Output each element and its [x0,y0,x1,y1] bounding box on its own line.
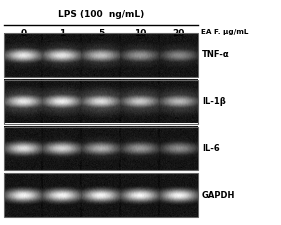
Bar [4,126,198,170]
Bar [4,173,198,217]
Bar [4,80,198,124]
Text: EA F. μg/mL: EA F. μg/mL [201,29,248,35]
Text: TNF-α: TNF-α [202,50,230,59]
Text: 1: 1 [59,29,65,38]
Text: 20: 20 [173,29,185,38]
Text: 5: 5 [98,29,104,38]
Text: IL-1β: IL-1β [202,97,226,106]
Text: IL-6: IL-6 [202,144,220,153]
Text: LPS (100  ng/mL): LPS (100 ng/mL) [58,10,144,19]
Text: 10: 10 [133,29,146,38]
Text: GAPDH: GAPDH [202,191,235,200]
Text: 0: 0 [20,29,26,38]
Bar [4,33,198,77]
